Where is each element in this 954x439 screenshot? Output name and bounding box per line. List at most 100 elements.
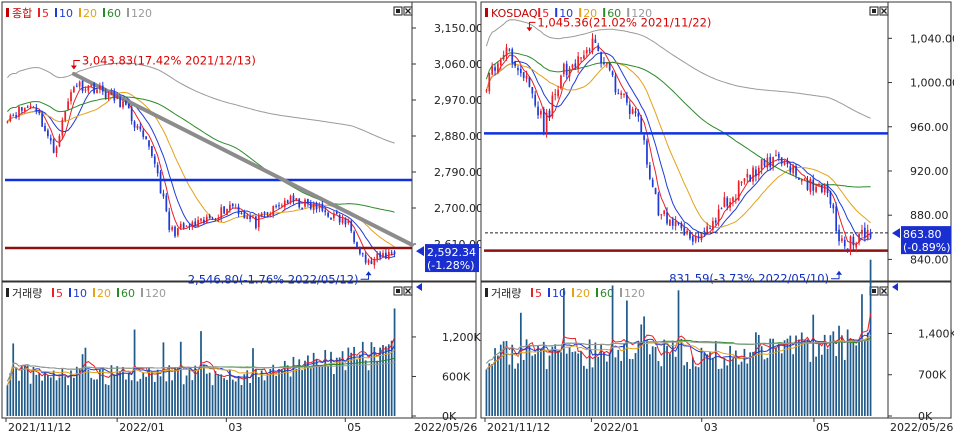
candle-body [96,89,98,94]
volume-bar [379,347,381,416]
volume-bar [246,370,249,416]
candle-body [23,108,26,112]
candle-body [760,159,763,170]
volume-bar [591,367,594,416]
volume-bar [139,378,142,416]
candle-body [353,231,355,243]
candle-body [717,209,720,222]
volume-ma-5: 5 [535,287,542,300]
candle-body [488,72,491,92]
candle-body [64,111,67,121]
volume-legend-marker [485,288,488,297]
volume-bar [551,346,554,416]
volume-bar [171,380,173,416]
candle-body [73,87,75,93]
y-tick-label: 3,060.00 [434,58,483,71]
volume-bar [488,363,491,416]
volume-bar [517,363,519,416]
candle-body [364,254,367,263]
volume-bar [617,349,620,416]
volume-ma-swatch [117,288,119,297]
volume-bar [855,345,858,416]
volume-bar [168,365,171,416]
volume-bar [838,325,840,416]
volume-bar [153,381,156,416]
volume-bar [49,377,52,416]
candle-body [75,85,78,87]
candle-body [18,106,20,118]
candle-body [583,55,585,59]
volume-bar [605,361,608,416]
volume-bar [70,370,72,416]
candle-body [514,61,516,67]
volume-bar [295,368,298,416]
candle-body [266,212,269,214]
price-legend: 종합 5 10 20 60 120 [6,7,152,20]
close-icon-glyph [405,8,411,14]
candle-body [786,161,789,165]
low-arrow [836,270,843,275]
candle-body [119,97,121,108]
volume-bar [18,380,20,416]
candle-body [777,154,780,158]
volume-bar [263,380,266,416]
volume-ma-swatch [596,288,598,297]
volume-bar [631,359,634,416]
volume-bar [560,352,562,416]
volume-bar [252,348,254,416]
volume-bar [717,368,720,416]
candle-body [151,145,153,156]
volume-bar [350,352,353,416]
candle-body [41,113,43,127]
candle-body [292,195,295,202]
legend-ma-120: 120 [131,7,152,20]
candle-body [657,193,660,216]
candle-body [703,231,706,233]
volume-bar [179,341,182,416]
candle-body [838,229,840,242]
volume-bar [640,324,643,416]
close-icon-glyph [881,8,887,14]
volume-bar [292,356,295,416]
volume-bars [485,259,872,416]
volume-bar [32,366,35,416]
candle-body [321,203,324,211]
legend-ma-swatch [538,8,541,17]
legend-ma-5: 5 [542,7,549,20]
candle-body [26,106,29,108]
candle-body [861,229,863,234]
candle-body [110,91,113,96]
candle-body [211,218,214,220]
candle-body [752,167,754,182]
current-price-change: (-0.89%) [903,241,951,254]
volume-ma20-line [6,349,395,386]
volume-bar [208,372,211,416]
candle-body [737,181,740,201]
candle-body [818,184,820,186]
volume-bar [44,371,46,416]
volume-ma120-line [486,339,871,364]
candle-body [809,179,812,192]
candle-body [841,238,843,241]
volume-bar [757,334,760,416]
candle-body [197,219,199,227]
candle-body [15,115,17,118]
volume-bar [249,383,251,416]
candle-body [565,63,568,76]
volume-bar [565,353,568,416]
volume-bar [145,376,147,416]
candle-body [29,106,32,108]
low-annotation: 2,546.80(-1.76% 2022/05/12) [188,272,359,286]
volume-bar [772,338,774,416]
candle-body [203,219,205,223]
candle-body [749,174,752,182]
candle-body [766,157,769,168]
candle-body [335,211,338,214]
volume-tick-label: 1,200K [442,331,481,344]
x-tick-label: 05 [816,421,830,434]
candle-body [734,199,737,201]
candle-body [783,162,786,165]
candle-body [324,210,327,213]
volume-bar [545,369,548,416]
candle-body [226,208,228,216]
